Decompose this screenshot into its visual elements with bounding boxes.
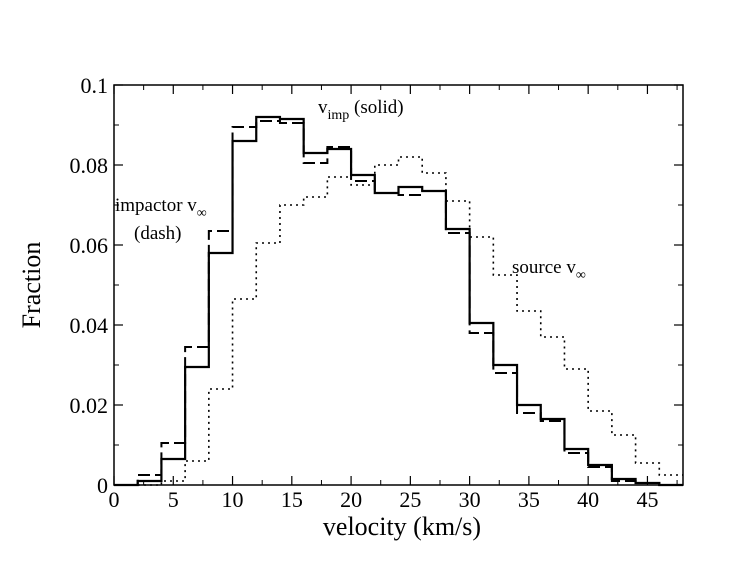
- y-axis-label: Fraction: [17, 242, 46, 329]
- x-tick-label: 30: [459, 487, 481, 512]
- series-layer: [114, 115, 683, 487]
- x-tick-labels: 0 5 10 15 20 25 30 35 40 45: [109, 487, 659, 512]
- y-tick-label: 0.04: [70, 313, 109, 338]
- annotation-impactor: impactor v∞: [115, 195, 207, 221]
- series-dash-step-line: [114, 120, 683, 486]
- y-tick-label: 0.1: [81, 73, 109, 98]
- x-tick-label: 15: [281, 487, 303, 512]
- y-tick-labels: 0 0.02 0.04 0.06 0.08 0.1: [70, 73, 109, 498]
- x-axis-label: velocity (km/s): [323, 512, 481, 541]
- series-dotted-step-line: [114, 156, 683, 486]
- x-tick-label: 40: [577, 487, 599, 512]
- series-solid-step-line: [114, 115, 683, 487]
- x-tick-label: 0: [109, 487, 120, 512]
- x-tick-label: 10: [222, 487, 244, 512]
- y-tick-label: 0.02: [70, 393, 109, 418]
- annotation-dash: (dash): [134, 223, 181, 244]
- x-tick-label: 25: [399, 487, 421, 512]
- x-tick-label: 45: [636, 487, 658, 512]
- axis-ticks: [113, 84, 683, 486]
- plot-frame: [113, 84, 684, 486]
- annotation-vimp: vimp (solid): [318, 97, 404, 123]
- x-tick-label: 20: [340, 487, 362, 512]
- x-tick-label: 35: [518, 487, 540, 512]
- y-tick-label: 0.08: [70, 153, 109, 178]
- x-tick-label: 5: [168, 487, 179, 512]
- y-tick-label: 0: [97, 473, 108, 498]
- annotation-source: source v∞: [512, 257, 586, 283]
- y-tick-label: 0.06: [70, 233, 109, 258]
